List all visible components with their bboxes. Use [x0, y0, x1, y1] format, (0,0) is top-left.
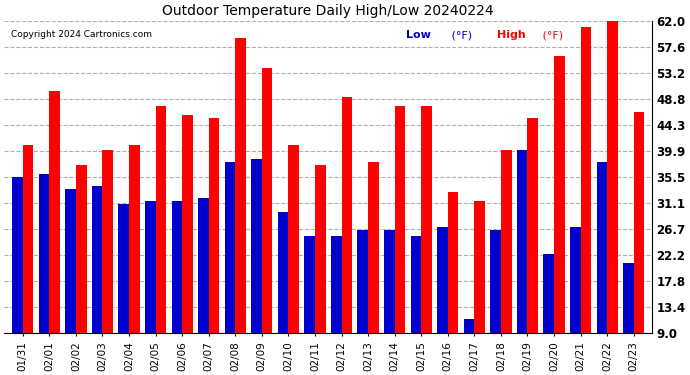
Bar [357, 230, 368, 333]
Bar [491, 230, 501, 333]
Bar [225, 162, 235, 333]
Bar [235, 38, 246, 333]
Bar [448, 192, 458, 333]
Bar [464, 319, 474, 333]
Bar [76, 165, 86, 333]
Bar [129, 145, 139, 333]
Bar [119, 204, 129, 333]
Bar [23, 145, 33, 333]
Bar [580, 27, 591, 333]
Bar [544, 254, 554, 333]
Bar [145, 201, 155, 333]
Bar [262, 68, 273, 333]
Bar [474, 201, 485, 333]
Bar [155, 106, 166, 333]
Bar [384, 230, 395, 333]
Bar [395, 106, 405, 333]
Bar [331, 236, 342, 333]
Bar [39, 174, 49, 333]
Bar [102, 150, 113, 333]
Bar [597, 162, 607, 333]
Bar [437, 227, 448, 333]
Text: (°F): (°F) [448, 30, 472, 40]
Bar [315, 165, 326, 333]
Bar [198, 198, 208, 333]
Bar [411, 236, 421, 333]
Text: Low: Low [406, 30, 431, 40]
Bar [570, 227, 580, 333]
Bar [527, 118, 538, 333]
Bar [517, 150, 527, 333]
Bar [251, 159, 262, 333]
Title: Outdoor Temperature Daily High/Low 20240224: Outdoor Temperature Daily High/Low 20240… [162, 4, 494, 18]
Bar [623, 262, 633, 333]
Bar [92, 186, 102, 333]
Text: (°F): (°F) [539, 30, 563, 40]
Bar [12, 177, 23, 333]
Bar [607, 21, 618, 333]
Bar [172, 201, 182, 333]
Bar [49, 92, 60, 333]
Bar [342, 98, 352, 333]
Bar [208, 118, 219, 333]
Bar [288, 145, 299, 333]
Bar [421, 106, 432, 333]
Bar [182, 115, 193, 333]
Bar [304, 236, 315, 333]
Text: Copyright 2024 Cartronics.com: Copyright 2024 Cartronics.com [10, 30, 152, 39]
Bar [278, 212, 288, 333]
Bar [368, 162, 379, 333]
Bar [554, 56, 564, 333]
Bar [633, 112, 644, 333]
Text: High: High [497, 30, 526, 40]
Bar [501, 150, 511, 333]
Bar [66, 189, 76, 333]
